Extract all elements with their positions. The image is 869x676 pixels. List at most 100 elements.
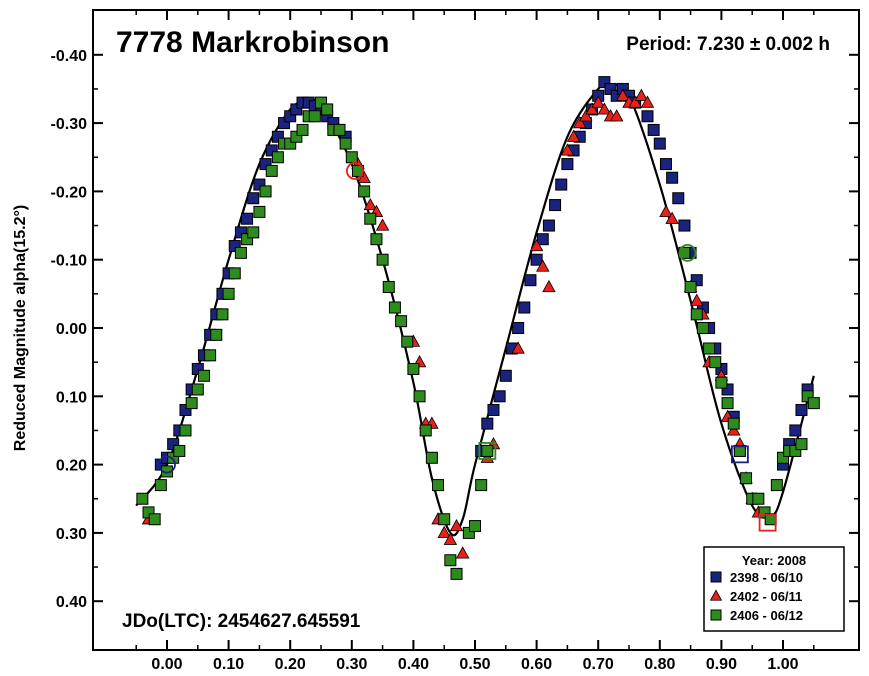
- point-2406: [715, 376, 728, 389]
- point-2398: [690, 274, 703, 287]
- point-2406: [339, 137, 352, 150]
- point-2406: [179, 424, 192, 437]
- point-2398: [721, 383, 734, 396]
- x-tick-label: 0.40: [398, 656, 429, 673]
- point-2406: [721, 397, 734, 410]
- point-2398: [598, 76, 611, 89]
- point-2398: [653, 137, 666, 150]
- y-tick-label: -0.10: [51, 253, 88, 270]
- point-2406: [253, 205, 266, 218]
- point-2406: [284, 137, 297, 150]
- point-2398: [241, 212, 254, 225]
- point-2406: [777, 451, 789, 464]
- point-2406: [173, 444, 186, 457]
- highlight-square: [758, 513, 777, 532]
- point-2406: [789, 444, 802, 457]
- point-2402: [542, 279, 556, 293]
- point-2406: [758, 506, 771, 519]
- legend-label: 2406 - 06/12: [730, 608, 803, 623]
- point-2398: [561, 158, 574, 171]
- point-2406: [321, 103, 334, 116]
- point-2402: [572, 116, 587, 129]
- x-tick-label: 0.70: [583, 656, 614, 673]
- x-tick-label: 0.20: [275, 656, 306, 673]
- point-2398: [191, 362, 204, 375]
- chart-title: 7778 Markrobinson: [116, 26, 389, 59]
- point-2406: [345, 151, 358, 164]
- point-2406: [364, 212, 377, 225]
- point-2402: [529, 238, 544, 252]
- point-2406: [154, 479, 167, 492]
- point-2406: [401, 335, 414, 348]
- y-axis-ticks: -0.40 -0.30 -0.20 -0.10 0.00 0.10 0.20 0.30 0.40: [51, 48, 859, 611]
- point-2406: [469, 520, 481, 533]
- legend-label: 2402 - 06/11: [730, 589, 802, 604]
- point-2406: [395, 315, 408, 328]
- point-2406: [444, 554, 457, 567]
- point-2402: [560, 143, 575, 156]
- point-2402: [690, 293, 704, 306]
- point-2406: [419, 424, 432, 437]
- point-2402: [591, 95, 605, 108]
- point-2406: [234, 246, 247, 259]
- point-2406: [210, 328, 223, 341]
- point-2398: [234, 226, 247, 239]
- point-2406: [185, 397, 198, 410]
- x-tick-label: 0.10: [213, 656, 244, 673]
- point-2402: [726, 423, 741, 436]
- highlight-square: [478, 442, 497, 460]
- point-2402: [449, 518, 464, 532]
- y-tick-label: -0.30: [51, 116, 88, 133]
- point-2406: [462, 526, 475, 539]
- point-2398: [290, 103, 303, 116]
- point-2406: [740, 472, 753, 485]
- point-2402: [579, 109, 593, 122]
- period-label: Period: 7.230 ± 0.002 h: [626, 34, 830, 55]
- point-2402: [597, 102, 612, 115]
- point-2406: [481, 444, 494, 457]
- point-2398: [536, 233, 549, 246]
- point-2402: [511, 341, 525, 354]
- point-2398: [678, 219, 691, 232]
- y-tick-label: 0.00: [56, 321, 87, 338]
- fit-curve-group: [135, 82, 815, 537]
- point-2406: [265, 164, 278, 177]
- point-2398: [487, 403, 500, 416]
- point-2398: [666, 171, 679, 184]
- point-2402: [659, 204, 673, 217]
- legend-marker: [709, 589, 723, 601]
- legend: Year: 2008 2398 - 06/10 2402 - 06/11 2406 …: [703, 546, 845, 632]
- point-2406: [795, 438, 808, 451]
- x-tick-label: 0.80: [644, 656, 675, 673]
- point-2406: [308, 110, 321, 123]
- point-2406: [709, 356, 722, 369]
- point-2398: [228, 240, 241, 253]
- point-2406: [770, 479, 783, 492]
- point-2406: [807, 397, 820, 410]
- point-2406: [216, 308, 229, 321]
- point-2398: [265, 144, 278, 157]
- highlight-circle: [158, 455, 176, 474]
- fit-curve: [135, 82, 815, 537]
- point-2406: [475, 479, 488, 492]
- highlight-circle: [345, 162, 364, 180]
- highlighted-points: [158, 162, 777, 532]
- point-2406: [370, 233, 383, 246]
- point-2406: [271, 151, 284, 164]
- y-tick-label: 0.30: [56, 526, 87, 543]
- point-2398: [672, 192, 685, 205]
- point-2398: [542, 219, 555, 232]
- point-2398: [167, 438, 180, 451]
- legend-entries: 2398 - 06/10 2402 - 06/11 2406 - 06/12: [709, 570, 803, 623]
- point-2402: [363, 197, 378, 211]
- point-2398: [530, 253, 543, 266]
- x-tick-label: 0.30: [336, 656, 367, 673]
- point-2402: [640, 95, 655, 108]
- point-2402: [585, 102, 599, 115]
- point-2406: [703, 342, 716, 355]
- y-axis-title: Reduced Magnitude alpha(15.2°): [12, 205, 29, 451]
- point-2406: [148, 513, 161, 526]
- x-tick-label: 0.60: [521, 656, 552, 673]
- point-2398: [481, 417, 494, 430]
- y-tick-label: 0.10: [56, 389, 87, 406]
